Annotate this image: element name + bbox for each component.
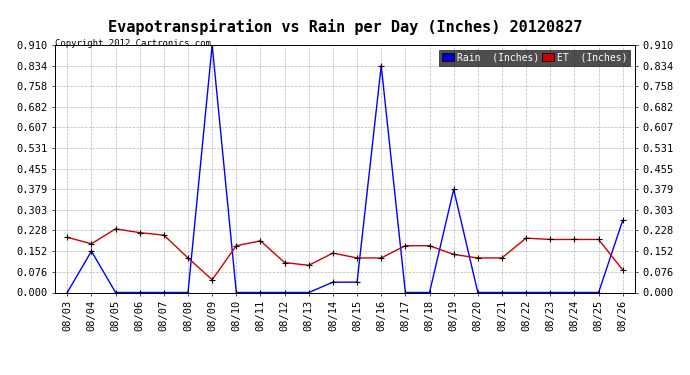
Text: Copyright 2012 Cartronics.com: Copyright 2012 Cartronics.com (55, 39, 211, 48)
Legend: Rain  (Inches), ET  (Inches): Rain (Inches), ET (Inches) (440, 50, 630, 66)
Text: Evapotranspiration vs Rain per Day (Inches) 20120827: Evapotranspiration vs Rain per Day (Inch… (108, 19, 582, 35)
